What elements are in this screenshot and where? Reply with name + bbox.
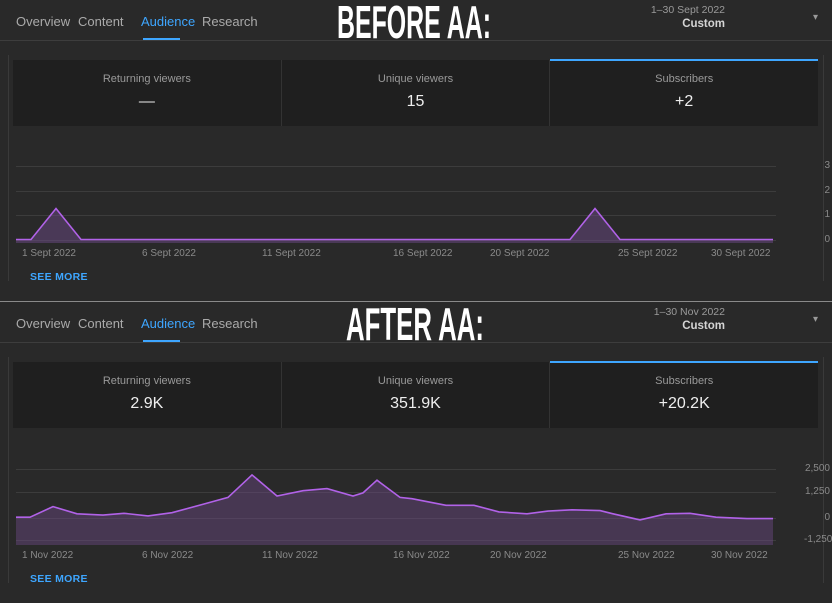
svg-text:AFTER AA:: AFTER AA:	[346, 302, 484, 350]
svg-text:BEFORE AA:: BEFORE AA:	[337, 0, 491, 48]
